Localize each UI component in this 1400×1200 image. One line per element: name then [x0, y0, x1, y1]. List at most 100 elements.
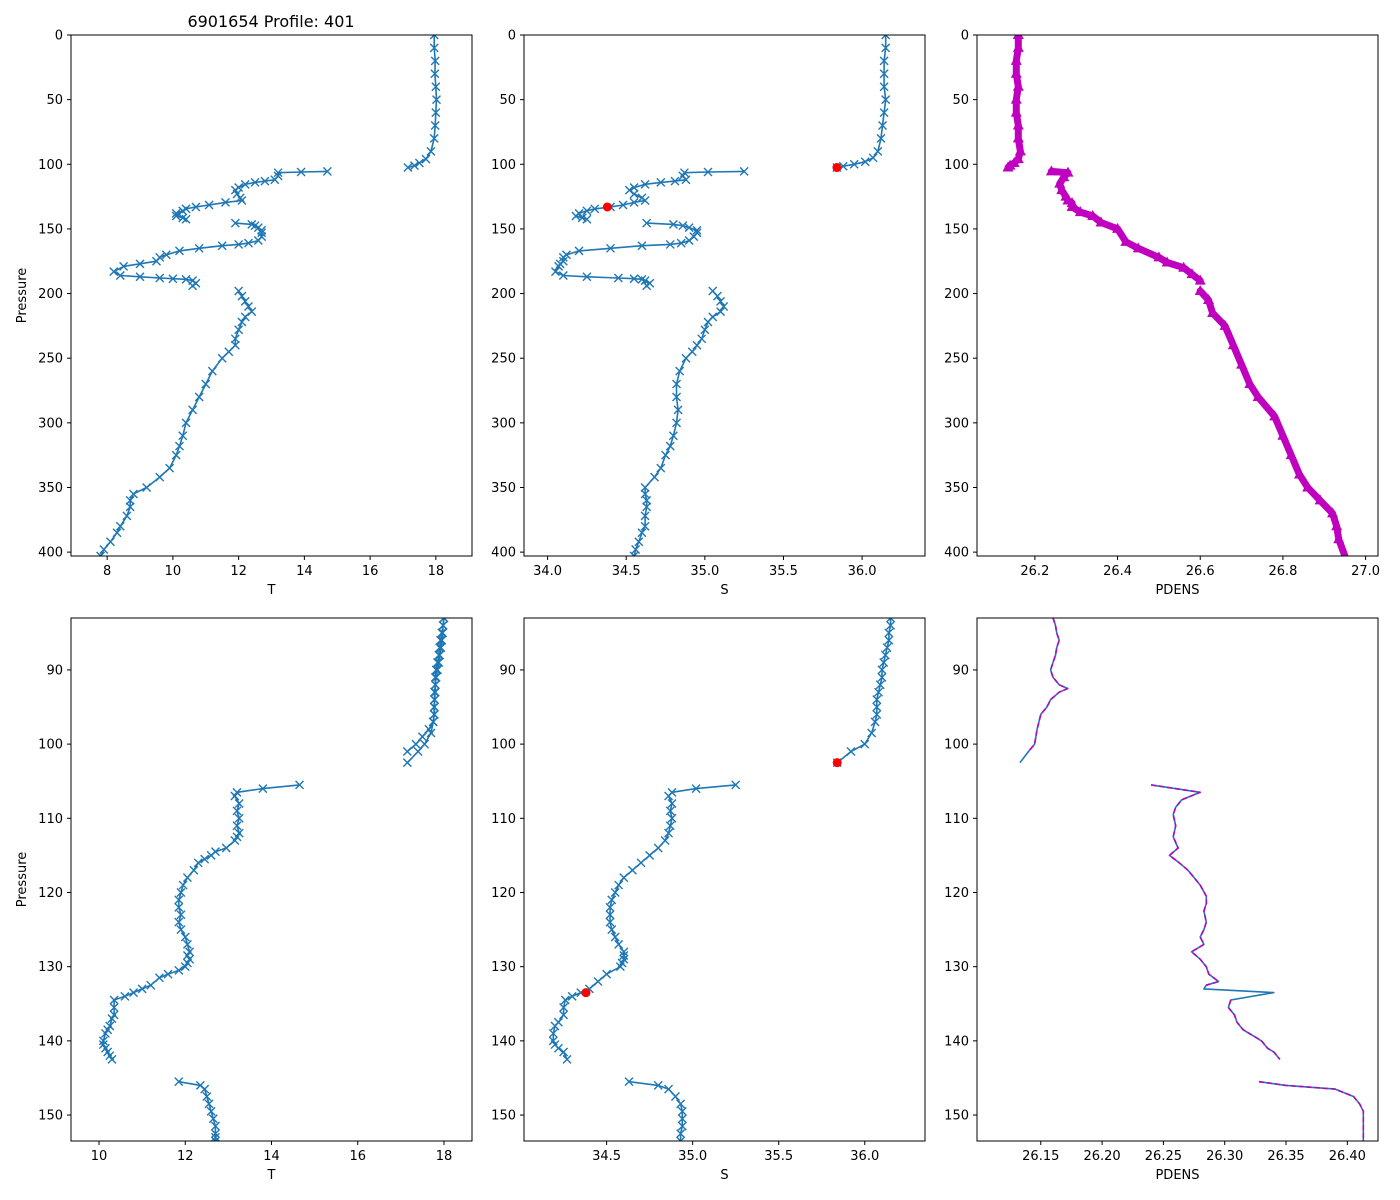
- x-marker: [430, 680, 440, 690]
- x-marker: [413, 747, 423, 757]
- y-tick-label: 400: [944, 546, 969, 561]
- y-tick-label: 0: [55, 29, 63, 44]
- y-tick-label: 0: [961, 29, 969, 44]
- x-marker: [417, 732, 427, 742]
- flag-point: [832, 758, 842, 768]
- x-marker: [171, 208, 181, 218]
- x-marker: [180, 932, 190, 942]
- x-marker: [619, 951, 629, 961]
- x-marker: [634, 537, 644, 547]
- triangle-marker: [1178, 261, 1190, 272]
- x-marker: [146, 980, 156, 990]
- triangle-marker: [1010, 67, 1022, 78]
- triangle-marker: [1066, 200, 1078, 211]
- x-marker: [230, 836, 240, 846]
- x-axis-label: PDENS: [1155, 583, 1199, 598]
- x-marker: [607, 925, 617, 935]
- x-tick-label: 27.0: [1351, 564, 1380, 579]
- x-marker: [665, 441, 675, 451]
- x-marker: [879, 658, 889, 668]
- plot-area: [1019, 618, 1365, 1141]
- x-marker: [872, 709, 882, 719]
- x-marker: [550, 267, 560, 277]
- x-marker: [273, 168, 283, 178]
- triangle-marker: [1252, 390, 1264, 401]
- y-tick-label: 110: [944, 812, 969, 827]
- x-marker: [182, 939, 192, 949]
- triangle-marker: [1132, 242, 1144, 253]
- x-marker: [437, 635, 447, 645]
- x-marker: [886, 618, 896, 623]
- x-marker: [716, 296, 726, 306]
- x-marker: [676, 238, 686, 248]
- y-tick-label: 100: [944, 158, 969, 173]
- x-marker: [554, 261, 564, 271]
- x-tick-label: 26.30: [1206, 1149, 1243, 1164]
- x-marker: [667, 813, 677, 823]
- y-tick-label: 50: [46, 93, 63, 108]
- x-marker: [670, 1091, 680, 1101]
- x-marker: [295, 780, 305, 790]
- x-marker: [673, 405, 683, 415]
- triangle-marker: [1203, 294, 1215, 305]
- x-marker: [650, 472, 660, 482]
- triangle-marker: [1056, 184, 1068, 195]
- triangle-marker: [1236, 358, 1248, 369]
- x-marker: [432, 95, 441, 105]
- triangle-marker: [1277, 429, 1289, 440]
- x-marker: [204, 200, 214, 210]
- flag-point: [581, 988, 591, 998]
- x-marker: [176, 887, 186, 897]
- x-marker: [109, 995, 119, 1005]
- x-marker: [430, 69, 440, 79]
- x-marker: [115, 521, 125, 531]
- x-axis-label: S: [720, 583, 728, 598]
- x-marker: [860, 739, 870, 749]
- x-marker: [676, 1099, 686, 1109]
- y-tick-label: 150: [38, 1109, 63, 1124]
- x-marker: [672, 418, 682, 428]
- x-marker: [433, 665, 442, 675]
- triangle-marker: [1058, 171, 1070, 182]
- x-marker: [684, 223, 694, 233]
- x-marker: [109, 1002, 119, 1012]
- x-marker: [217, 241, 227, 251]
- x-marker: [230, 334, 240, 344]
- x-marker: [429, 687, 439, 697]
- x-tick-label: 12: [230, 564, 247, 579]
- x-marker: [210, 1129, 220, 1139]
- x-marker: [163, 969, 173, 979]
- x-axis-label: PDENS: [1155, 1168, 1199, 1183]
- y-tick-label: 120: [491, 886, 516, 901]
- y-tick-label: 50: [952, 93, 969, 108]
- x-marker: [115, 270, 125, 280]
- x-marker: [877, 665, 887, 675]
- x-marker: [846, 747, 856, 757]
- x-marker: [202, 1091, 212, 1101]
- x-marker: [243, 301, 253, 311]
- x-marker: [703, 317, 713, 327]
- x-marker: [220, 197, 230, 207]
- triangle-marker: [1054, 177, 1066, 188]
- chart-panel-bottom-S: 34.5 35.0 35.5 36.0 90 100 110 120 130 140 150 S: [491, 617, 926, 1183]
- x-marker: [174, 441, 184, 451]
- x-marker: [98, 1036, 108, 1046]
- x-marker: [607, 895, 617, 905]
- x-marker: [642, 281, 652, 291]
- x-marker: [234, 239, 244, 249]
- x-marker: [640, 179, 650, 189]
- x-marker: [670, 176, 680, 186]
- x-tick-label: 18: [428, 564, 445, 579]
- x-marker: [614, 939, 624, 949]
- x-marker: [661, 450, 671, 460]
- x-marker: [876, 133, 886, 143]
- series-line: [1027, 618, 1069, 753]
- x-marker: [120, 991, 130, 1001]
- x-marker: [107, 1054, 117, 1064]
- x-marker: [700, 325, 710, 335]
- x-marker: [879, 69, 889, 79]
- x-marker: [667, 798, 677, 808]
- x-marker: [435, 643, 445, 653]
- x-marker: [125, 495, 135, 505]
